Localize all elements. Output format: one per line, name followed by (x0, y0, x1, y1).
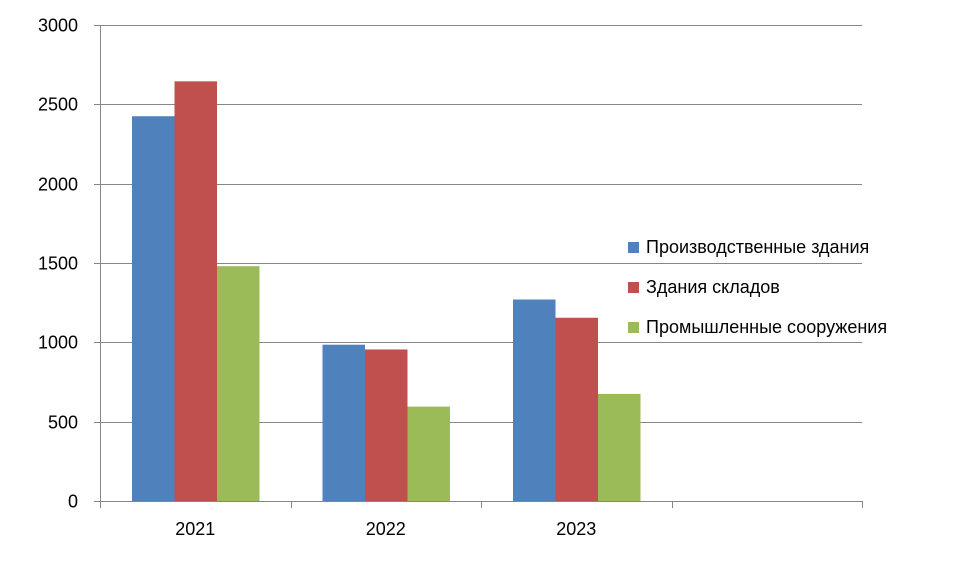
bar-2022-series-2 (407, 406, 450, 501)
bar-2021-series-2 (217, 266, 260, 501)
y-tick-label: 2500 (38, 95, 78, 115)
y-axis-tick-labels: 0 500 1000 1500 2000 2500 3000 (38, 16, 78, 512)
axes (94, 25, 863, 508)
legend: Производственные здания Здания складов Про… (628, 237, 887, 337)
legend-swatch-0 (628, 242, 639, 253)
bar-2023-series-0 (513, 299, 556, 501)
bar-2021-series-0 (132, 116, 175, 501)
y-tick-label: 2000 (38, 175, 78, 195)
bars (132, 81, 641, 502)
y-tick-label: 0 (68, 492, 78, 512)
bar-2022-series-1 (365, 349, 408, 501)
y-tick-label: 1000 (38, 333, 78, 353)
x-axis-tick-labels: 2021 2022 2023 (175, 519, 596, 539)
legend-swatch-1 (628, 282, 639, 293)
legend-swatch-2 (628, 322, 639, 333)
x-tick-label-2022: 2022 (366, 519, 406, 539)
legend-label-1: Здания складов (646, 277, 780, 297)
bar-2022-series-0 (322, 344, 365, 501)
bar-2021-series-1 (174, 81, 217, 502)
bar-2023-series-1 (555, 317, 598, 501)
y-tick-label: 3000 (38, 16, 78, 36)
bar-2023-series-2 (598, 393, 641, 501)
x-tick-label-2023: 2023 (556, 519, 596, 539)
y-tick-label: 500 (48, 413, 78, 433)
legend-label-0: Производственные здания (646, 237, 869, 257)
legend-label-2: Промышленные сооружения (646, 317, 887, 337)
x-tick-label-2021: 2021 (175, 519, 215, 539)
y-tick-label: 1500 (38, 254, 78, 274)
